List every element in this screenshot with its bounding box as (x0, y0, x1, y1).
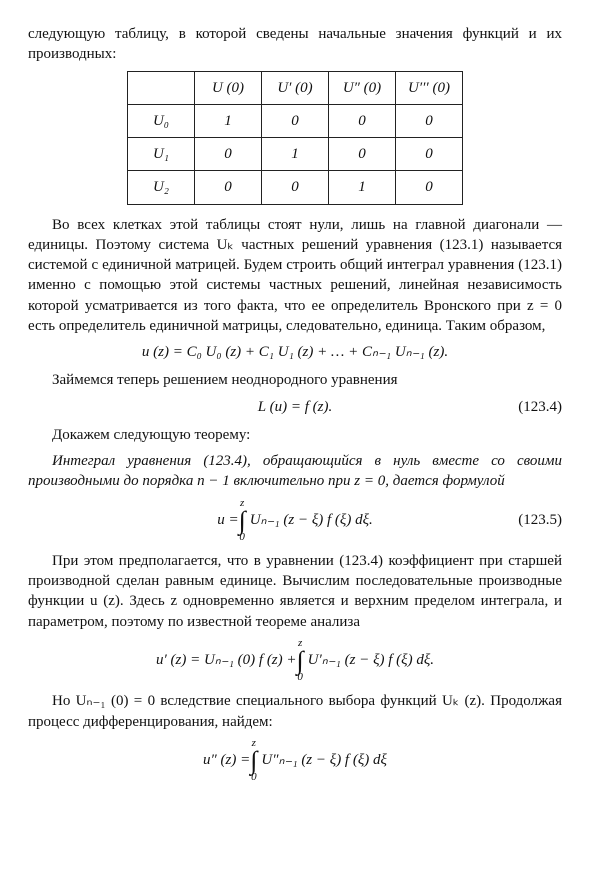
equation-4: u′ (z) = Uₙ₋₁ (0) f (z) + z ∫ 0 U′ₙ₋₁ (z… (28, 638, 562, 683)
integral-symbol: z ∫ 0 (250, 738, 257, 783)
cell: 0 (396, 104, 463, 137)
equation-5: u″ (z) = z ∫ 0 U″ₙ₋₁ (z − ξ) f (ξ) dξ (28, 738, 562, 783)
cell: 0 (195, 138, 262, 171)
cell: 0 (262, 104, 329, 137)
int-lower: 0 (251, 772, 257, 783)
table-row: U₀ 1 0 0 0 (128, 104, 463, 137)
table-row: U₂ 0 0 1 0 (128, 171, 463, 204)
int-sign: ∫ (239, 509, 246, 532)
cell: 1 (262, 138, 329, 171)
eq3-lhs: u = (217, 510, 238, 530)
cell: 0 (329, 104, 396, 137)
cell: 1 (329, 171, 396, 204)
equation-2: L (u) = f (z). (123.4) (28, 397, 562, 417)
eq3-rhs: Uₙ₋₁ (z − ξ) f (ξ) dξ. (250, 510, 373, 530)
cell: 0 (396, 171, 463, 204)
table-header-row: U (0) U′ (0) U″ (0) U′′′ (0) (128, 71, 463, 104)
cell: 0 (195, 171, 262, 204)
eq4-integral: z ∫ 0 U′ₙ₋₁ (z − ξ) f (ξ) dξ. (297, 638, 434, 683)
intro-text: следующую таблицу, в которой сведены нач… (28, 24, 562, 65)
cell: U₀ (128, 104, 195, 137)
th-u2: U″ (0) (329, 71, 396, 104)
paragraph-4: При этом предполагается, что в уравнении… (28, 551, 562, 632)
theorem-text: Интеграл уравнения (123.4), обращающийся… (28, 451, 562, 492)
eq4-rhs: U′ₙ₋₁ (z − ξ) f (ξ) dξ. (308, 650, 434, 670)
th-u0: U (0) (195, 71, 262, 104)
int-sign: ∫ (297, 649, 304, 672)
th-u3: U′′′ (0) (396, 71, 463, 104)
int-sign: ∫ (250, 749, 257, 772)
equation-1: u (z) = C₀ U₀ (z) + C₁ U₁ (z) + … + Cₙ₋₁… (28, 342, 562, 362)
cell: 0 (396, 138, 463, 171)
cell: 1 (195, 104, 262, 137)
cell: 0 (329, 138, 396, 171)
eq4-lhs: u′ (z) = Uₙ₋₁ (0) f (z) + (156, 650, 297, 670)
int-lower: 0 (239, 532, 245, 543)
cell: 0 (262, 171, 329, 204)
cell: U₂ (128, 171, 195, 204)
eq2-body: L (u) = f (z). (258, 397, 332, 417)
paragraph-5: Но Uₙ₋₁ (0) = 0 вследствие специального … (28, 691, 562, 732)
eq5-integral: z ∫ 0 U″ₙ₋₁ (z − ξ) f (ξ) dξ (250, 738, 387, 783)
initial-values-table: U (0) U′ (0) U″ (0) U′′′ (0) U₀ 1 0 0 0 … (127, 71, 463, 205)
eq2-number: (123.4) (518, 397, 562, 417)
eq5-rhs: U″ₙ₋₁ (z − ξ) f (ξ) dξ (261, 750, 387, 770)
eq1-body: u (z) = C₀ U₀ (z) + C₁ U₁ (z) + … + Cₙ₋₁… (142, 342, 448, 362)
paragraph-1: Во всех клетках этой таблицы стоят нули,… (28, 215, 562, 337)
cell: U₁ (128, 138, 195, 171)
initial-values-table-wrap: U (0) U′ (0) U″ (0) U′′′ (0) U₀ 1 0 0 0 … (28, 71, 562, 205)
integral-symbol: z ∫ 0 (239, 498, 246, 543)
integral-symbol: z ∫ 0 (297, 638, 304, 683)
paragraph-3: Докажем следующую теорему: (28, 425, 562, 445)
equation-3: u = z ∫ 0 Uₙ₋₁ (z − ξ) f (ξ) dξ. (123.5) (28, 498, 562, 543)
th-u1: U′ (0) (262, 71, 329, 104)
th-blank (128, 71, 195, 104)
eq3-integral: z ∫ 0 Uₙ₋₁ (z − ξ) f (ξ) dξ. (239, 498, 373, 543)
int-lower: 0 (297, 672, 303, 683)
eq5-lhs: u″ (z) = (203, 750, 250, 770)
table-row: U₁ 0 1 0 0 (128, 138, 463, 171)
paragraph-2: Займемся теперь решением неоднородного у… (28, 370, 562, 390)
eq3-number: (123.5) (518, 510, 562, 530)
